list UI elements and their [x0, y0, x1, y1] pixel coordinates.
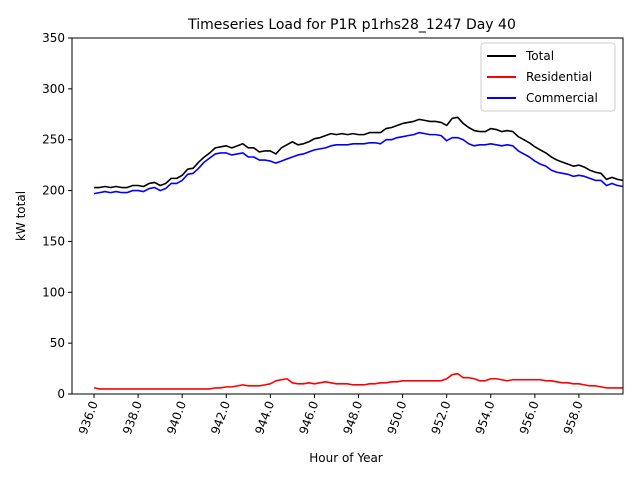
series-line-total: [94, 116, 624, 189]
plot-frame: [71, 37, 624, 395]
x-tick-label: 948.0: [340, 399, 365, 436]
legend-label-commercial: Commercial: [526, 91, 598, 105]
x-axis-label: Hour of Year: [309, 451, 383, 465]
legend-label-residential: Residential: [526, 70, 592, 84]
x-tick-label: 956.0: [517, 399, 542, 436]
y-tick-label: 350: [42, 31, 65, 45]
x-tick-label: 936.0: [76, 399, 101, 436]
legend-label-total: Total: [525, 49, 554, 63]
x-tick-label: 954.0: [473, 399, 498, 436]
y-axis: 0 50 100 150 200 250 300 350: [42, 31, 72, 401]
y-tick-label: 100: [42, 285, 65, 299]
x-axis: 936.0 938.0 940.0 942.0 944.0 946.0 948.0 950.0…: [76, 394, 586, 436]
y-tick-label: 0: [57, 387, 65, 401]
series-line-residential: [93, 372, 623, 390]
x-tick-label: 952.0: [429, 399, 454, 436]
y-tick-label: 50: [50, 336, 65, 350]
x-tick-label: 944.0: [252, 399, 277, 436]
x-tick-label: 938.0: [120, 399, 145, 436]
x-tick-label: 946.0: [296, 399, 321, 436]
series-line-commercial: [93, 131, 624, 195]
chart-title: Timeseries Load for P1R p1rhs28_1247 Day…: [187, 17, 516, 33]
x-tick-label: 942.0: [208, 399, 233, 436]
y-tick-label: 200: [42, 184, 65, 198]
x-tick-label: 958.0: [561, 399, 586, 436]
legend-box: [480, 42, 616, 112]
x-tick-label: 940.0: [164, 399, 189, 436]
y-tick-label: 250: [42, 133, 65, 147]
y-tick-label: 150: [42, 234, 65, 248]
x-tick-label: 950.0: [385, 399, 410, 436]
y-tick-label: 300: [42, 82, 65, 96]
legend: Total Residential Commercial: [480, 42, 616, 112]
series-layer: [93, 116, 624, 390]
y-axis-label: kW total: [14, 191, 28, 241]
